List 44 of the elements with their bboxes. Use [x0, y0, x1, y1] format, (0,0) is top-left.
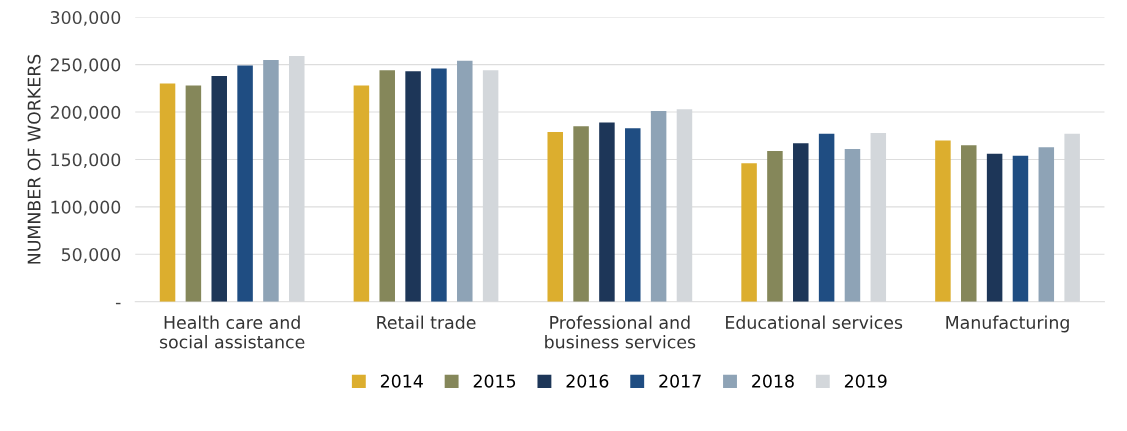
bar	[379, 70, 395, 302]
y-tick-label: 150,000	[51, 153, 121, 169]
bar	[986, 153, 1003, 302]
legend-label: 2018	[752, 374, 794, 388]
y-tick-label: 100,000	[51, 200, 121, 216]
bar	[185, 85, 202, 302]
x-tick-label: Retail trade	[377, 315, 476, 330]
bar	[1012, 155, 1029, 302]
y-tick-label: 250,000	[50, 58, 121, 74]
bar	[793, 143, 809, 302]
bar	[741, 163, 757, 302]
bar	[573, 126, 589, 302]
y-tick-label: 50,000	[61, 248, 121, 263]
bar	[431, 68, 447, 302]
bar	[961, 145, 977, 302]
bar	[650, 111, 667, 302]
bar	[237, 65, 253, 302]
bar	[405, 71, 421, 302]
x-tick-label: Educational services	[726, 315, 903, 330]
legend-label: 2014	[380, 374, 423, 388]
bar	[457, 60, 473, 302]
bar	[818, 133, 835, 302]
x-tick-label: Professional and business services	[545, 315, 696, 349]
bar	[767, 150, 783, 302]
y-tick-label: -	[115, 302, 121, 305]
y-tick-label: 200,000	[50, 105, 121, 121]
legend-label: 2016	[566, 374, 609, 388]
x-tick-label: Health care and social assistance	[159, 315, 305, 349]
bar	[935, 140, 951, 302]
bar	[263, 59, 279, 302]
y-axis-title: NUMNBER OF WORKERS	[27, 54, 41, 264]
y-tick-label: 300,000	[50, 10, 121, 26]
bar	[547, 131, 563, 302]
bar	[844, 149, 861, 302]
legend-label: 2015	[473, 374, 516, 388]
bar	[625, 128, 641, 302]
bar	[159, 83, 176, 302]
x-tick-label: Manufacturing	[946, 315, 1069, 333]
bar	[1038, 147, 1055, 302]
bar	[353, 85, 370, 302]
legend-label: 2019	[844, 374, 887, 388]
bar	[599, 122, 615, 302]
legend-label: 2017	[659, 374, 701, 388]
bar	[211, 76, 227, 302]
